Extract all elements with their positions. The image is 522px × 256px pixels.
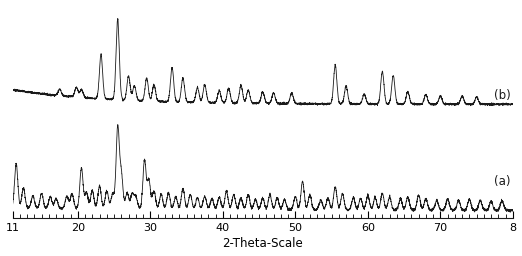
Text: (a): (a) xyxy=(494,175,511,188)
Text: (b): (b) xyxy=(494,89,511,102)
X-axis label: 2-Theta-Scale: 2-Theta-Scale xyxy=(222,238,303,250)
